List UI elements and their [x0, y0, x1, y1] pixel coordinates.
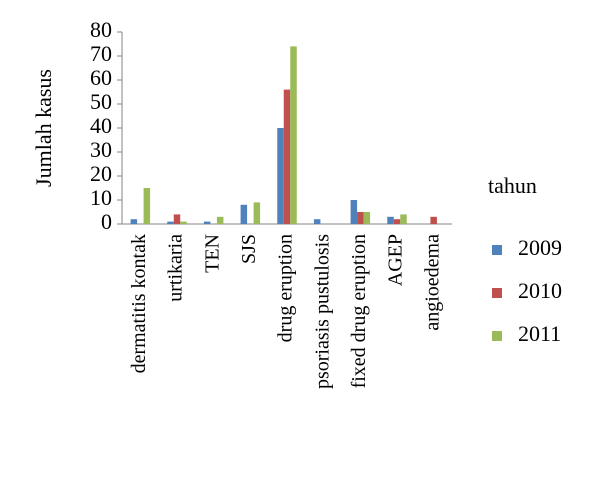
bar [143, 188, 151, 224]
y-tick-label: 60 [90, 65, 112, 90]
x-tick-label: urtikaria [165, 234, 187, 302]
bar [400, 214, 407, 224]
x-tick-label: AGEP [385, 234, 407, 286]
legend-label: 2009 [518, 235, 562, 260]
x-tick-label: drug eruption [275, 234, 297, 342]
y-tick-label: 80 [90, 17, 112, 42]
y-tick-label: 50 [90, 89, 112, 114]
bar [180, 221, 187, 224]
bar [283, 89, 291, 224]
legend-title: tahun [488, 173, 537, 198]
bar [387, 216, 394, 224]
bar [357, 212, 364, 224]
y-tick-label: 40 [90, 113, 112, 138]
bar [167, 221, 174, 224]
y-tick-label: 20 [90, 161, 112, 186]
legend-swatch [492, 331, 502, 341]
legend-swatch [492, 288, 502, 298]
bar [363, 212, 371, 224]
bar [203, 221, 211, 224]
bar [240, 204, 248, 224]
y-axis-label: Jumlah kasus [31, 69, 56, 187]
x-tick-label: TEN [201, 234, 223, 273]
x-tick-label: dermatitis kontak [128, 234, 150, 373]
x-tick-label: angioedema [421, 234, 443, 331]
x-tick-label: fixed drug eruption [348, 234, 370, 388]
legend-swatch [492, 245, 502, 255]
bar [350, 200, 358, 224]
x-tick-label: psoriasis pustulosis [311, 234, 333, 389]
x-tick-label: SJS [238, 234, 260, 264]
bar [277, 128, 284, 224]
y-tick-label: 70 [90, 41, 112, 66]
y-tick-label: 10 [90, 185, 112, 210]
bar [313, 219, 321, 224]
bar [290, 46, 297, 225]
bar [216, 216, 224, 224]
y-tick-label: 0 [101, 209, 112, 234]
bar [430, 216, 437, 224]
y-tick-label: 30 [90, 137, 112, 162]
legend-label: 2011 [518, 321, 561, 346]
bar [253, 202, 261, 224]
bar [173, 214, 181, 224]
bar [130, 219, 138, 224]
legend-label: 2010 [518, 278, 562, 303]
bar [393, 219, 401, 224]
